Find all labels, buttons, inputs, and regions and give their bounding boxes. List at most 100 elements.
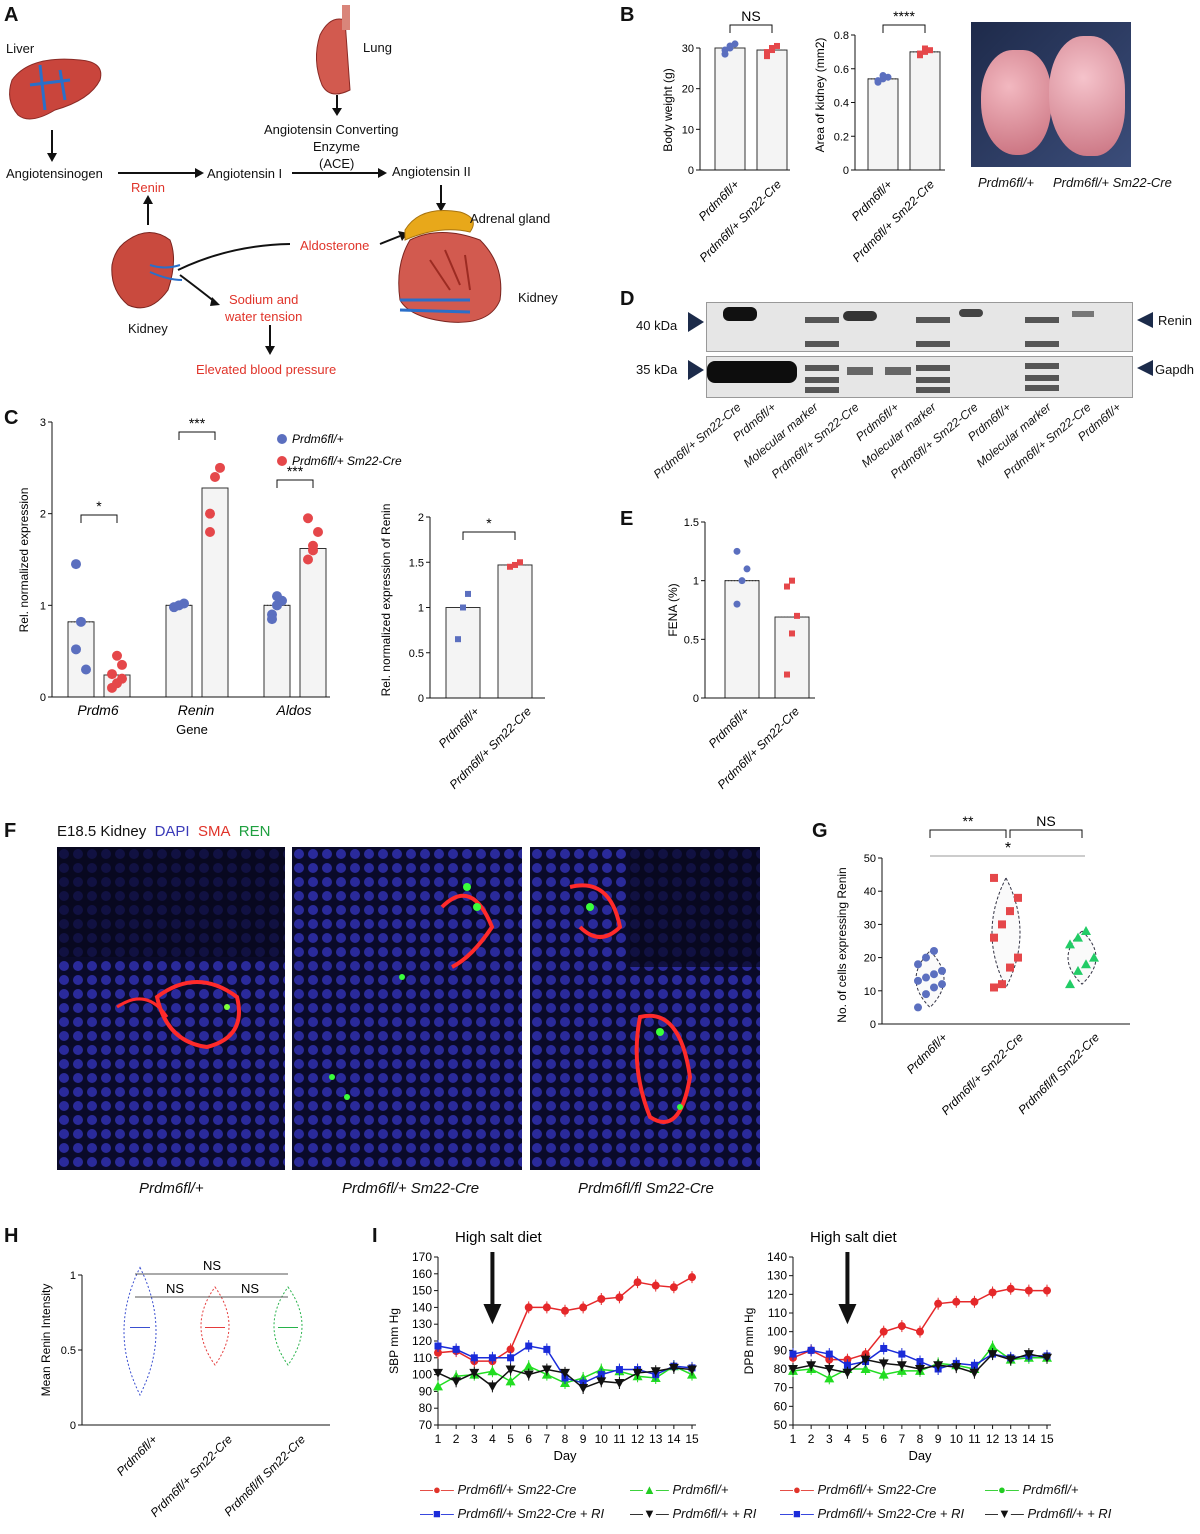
significance-bracket	[929, 829, 1007, 838]
y-tick-label: 10	[864, 986, 876, 998]
lung-label: Lung	[363, 40, 392, 55]
data-point	[860, 1355, 871, 1365]
data-point	[1006, 963, 1014, 972]
significance: NS	[166, 1281, 184, 1296]
bar	[201, 487, 229, 698]
data-point	[71, 559, 81, 570]
data-point	[733, 600, 741, 608]
violin	[200, 1286, 230, 1366]
data-point	[615, 1293, 624, 1302]
y-tick-label: 0.4	[834, 98, 849, 110]
panel-label-b: B	[620, 4, 635, 26]
x-tick-label: 10	[595, 1432, 609, 1446]
significance-bracket	[80, 514, 118, 523]
data-point	[560, 1368, 570, 1378]
data-point	[1006, 1284, 1015, 1293]
data-point	[487, 1366, 498, 1376]
x-tick-label: 5	[507, 1432, 514, 1446]
legend-left-ctrl-text: Prdm6fl/+	[672, 1482, 729, 1497]
data-point	[990, 983, 998, 992]
data-point	[930, 946, 938, 955]
data-point	[970, 1361, 978, 1369]
data-point	[615, 1366, 623, 1374]
y-axis-label: No. of cells expressing Renin	[835, 867, 849, 1022]
data-point	[938, 980, 946, 989]
renin-label: Renin	[131, 180, 165, 195]
y-tick-label: 0	[688, 165, 694, 177]
significance-bracket	[882, 24, 926, 33]
micrograph-label-cre: Prdm6fl/+ Sm22-Cre	[342, 1180, 480, 1197]
data-point	[81, 664, 91, 675]
data-point	[806, 1361, 817, 1371]
data-point	[434, 1342, 442, 1350]
data-point	[205, 527, 215, 537]
data-point	[487, 1382, 498, 1392]
chart-title: High salt diet	[810, 1230, 898, 1246]
x-tick-label: 9	[580, 1432, 587, 1446]
y-tick-label: 30	[864, 919, 876, 931]
y-tick-label: 0	[693, 693, 699, 705]
blot-left-arrows	[688, 312, 704, 380]
data-point	[1073, 965, 1083, 975]
data-point	[922, 953, 930, 962]
data-point	[843, 1361, 851, 1369]
y-tick-label: 20	[864, 953, 876, 965]
violin	[1067, 930, 1097, 985]
data-point	[896, 1361, 907, 1371]
significance: NS	[241, 1281, 259, 1296]
data-point	[1081, 959, 1091, 969]
kidney-illustration-right	[398, 232, 502, 323]
data-point	[1043, 1286, 1051, 1295]
data-point	[313, 527, 323, 537]
data-point	[916, 1358, 924, 1366]
blot-renin-label: Renin	[1158, 313, 1192, 328]
data-point	[179, 598, 189, 609]
bar	[445, 607, 481, 699]
y-axis-label: SBP mm Hg	[387, 1308, 401, 1374]
bar	[867, 78, 899, 171]
data-point	[303, 554, 313, 565]
data-point	[210, 472, 220, 482]
data-point	[769, 45, 775, 51]
data-point	[880, 1344, 888, 1352]
data-point	[597, 1371, 605, 1379]
data-point	[465, 590, 471, 597]
bar	[774, 616, 810, 699]
data-point	[794, 612, 800, 619]
y-tick-label: 140	[767, 1250, 787, 1264]
data-point	[524, 1303, 533, 1312]
y-tick-label: 130	[767, 1269, 787, 1283]
legend-right-cre-text: Prdm6fl/+ Sm22-Cre	[817, 1482, 937, 1497]
data-point	[1006, 907, 1014, 916]
chart-b-kidney-area: 0 0.2 0.4 0.6 0.8 Area of kidney (mm2) **** Prd…	[813, 8, 945, 265]
data-point	[523, 1361, 534, 1371]
data-point	[951, 1363, 962, 1373]
data-point	[469, 1368, 480, 1378]
legend-label-ctrl: Prdm6fl/+	[292, 432, 344, 446]
legend-label-cre: Prdm6fl/+ Sm22-Cre	[292, 454, 402, 468]
x-tick-label: Prdm6fl/+ Sm22-Cre	[850, 177, 938, 265]
x-tick-label: Prdm6fl/fl Sm22-Cre	[1015, 1030, 1102, 1117]
data-point	[205, 508, 215, 519]
data-point	[930, 983, 938, 992]
x-tick-label: 13	[649, 1432, 663, 1446]
data-point	[987, 1341, 998, 1351]
y-tick-label: 0.2	[834, 131, 849, 143]
data-point	[597, 1295, 606, 1303]
y-tick-label: 1.5	[684, 517, 699, 529]
adrenal-label: Adrenal gland	[470, 211, 551, 226]
y-tick-label: 120	[412, 1334, 432, 1348]
y-axis-label: Rel. normalized expression of Renin	[379, 504, 393, 697]
series-line	[792, 1287, 1047, 1361]
data-point	[506, 1345, 515, 1354]
x-tick-label: 8	[562, 1432, 569, 1446]
dapi-label: DAPI	[154, 823, 190, 840]
sodium-label-line2: water tension	[225, 309, 303, 324]
y-tick-label: 0.5	[684, 634, 699, 646]
chart-c-gene-expression: 0 1 2 3 Rel. normalized expression Prdm6 * Reni…	[17, 415, 402, 737]
significance-bracket	[178, 431, 216, 440]
x-tick-label: 12	[986, 1432, 1000, 1446]
data-point	[633, 1278, 642, 1287]
bar	[714, 47, 746, 171]
y-axis-label: Mean Renin Intensity	[39, 1284, 53, 1397]
